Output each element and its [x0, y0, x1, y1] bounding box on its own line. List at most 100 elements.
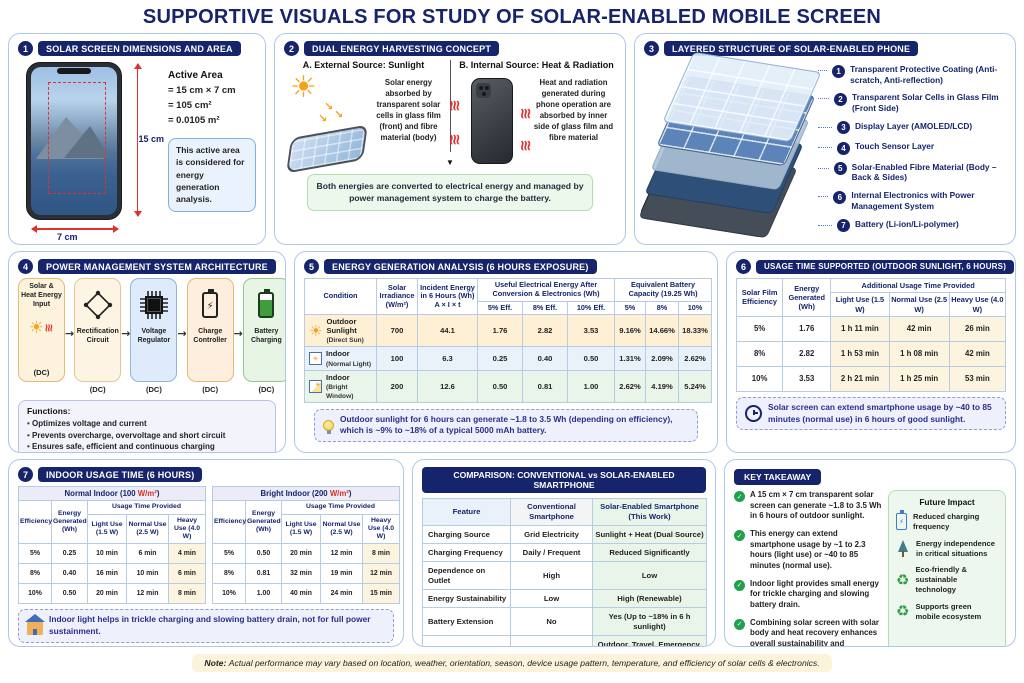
table-row: Battery Extension No Yes (Up to ~18% in 6 …: [422, 607, 707, 636]
phone-dimension-figure: 15 cm 7 cm: [18, 60, 164, 242]
table-cell: 8 min: [168, 582, 206, 604]
phone-notch: [57, 68, 91, 74]
layer-legend-list: 1 Transparent Protective Coating (Anti-sc…: [816, 60, 1006, 236]
comparison-table: Feature Conventional Smartphone Solar-En…: [422, 498, 707, 646]
panel-comparison: COMPARISON: CONVENTIONAL vs SOLAR-ENABLE…: [412, 459, 716, 647]
external-source-title: A. External Source: Sunlight: [302, 60, 425, 70]
condition-sub: (Normal Light): [326, 360, 372, 368]
usage-time-table: Solar Film Efficiency Energy Generated (…: [735, 277, 1007, 392]
house-icon: [25, 613, 45, 635]
power-flow-diagram: Solar & Heat Energy Input (DC) Rectifica…: [18, 278, 285, 394]
takeaway-text: A 15 cm × 7 cm transparent solar screen …: [750, 490, 882, 521]
table-cell: 18.33%: [678, 314, 713, 348]
table-cell: 8%: [18, 562, 52, 584]
column-group-header: Usage Time Provided: [281, 500, 400, 515]
feature-cell: Energy Sustainability: [422, 589, 511, 608]
internal-source-title: B. Internal Source: Heat & Radiation: [459, 60, 614, 70]
table-cell: 0.25: [51, 542, 88, 564]
sub-header: Heavy Use (4.0 W): [168, 513, 206, 544]
table-cell: 0.50: [51, 582, 88, 604]
bright-window-icon: [309, 379, 322, 393]
sun-ray-arrow-icon: [334, 108, 343, 121]
column-header: Energy Generated (Wh): [51, 500, 88, 544]
table-row: 8% 2.82 1 h 53 min 1 h 08 min 42 min: [735, 340, 1007, 367]
panel4-title: POWER MANAGEMENT SYSTEM ARCHITECTURE: [38, 259, 276, 274]
takeaway-item: Combining solar screen with solar body a…: [734, 618, 882, 646]
lightbulb-icon: [323, 419, 334, 434]
table-cell: 2.82: [782, 340, 832, 367]
future-impact-item: Eco-friendly & sustainable technology: [896, 565, 998, 595]
table-cell: Yes (Up to ~18% in 6 h sunlight): [592, 607, 707, 636]
table-row: 10% 0.50 20 min 12 min 8 min: [18, 582, 206, 604]
phone-screen: [31, 67, 117, 215]
block-label: Battery Charging: [251, 328, 282, 344]
footer-note: Note: Actual performance may vary based …: [192, 654, 832, 672]
table-cell: 3.53: [566, 314, 616, 348]
functions-title: Functions:: [27, 406, 71, 416]
panel6-header: 6 USAGE TIME SUPPORTED (OUTDOOR SUNLIGHT…: [736, 259, 1015, 274]
table-row: Outdoor Sunlight(Direct Sun) 70044.11.76…: [304, 314, 713, 348]
item-number-badge: 7: [837, 219, 850, 232]
table-row: Energy Sustainability Low High (Renewable): [422, 589, 707, 608]
leader-line: [818, 126, 832, 128]
panel-energy-generation: 5 ENERGY GENERATION ANALYSIS (6 HOURS EX…: [294, 251, 718, 453]
panel3-header: 3 LAYERED STRUCTURE OF SOLAR-ENABLED PHO…: [644, 41, 1006, 56]
dc-label: (DC): [89, 385, 106, 394]
header-line: Incident Energy in 6 Hours (Wh): [420, 282, 475, 301]
table-cell: 5%: [18, 542, 52, 564]
energy-input-block: Solar & Heat Energy Input (DC): [18, 278, 65, 382]
flow-block-rectification: Rectification Circuit (DC): [74, 278, 122, 394]
panel-indoor-usage-time: 7 INDOOR USAGE TIME (6 HOURS) Normal Ind…: [8, 459, 404, 647]
energy-generation-table: Condition Solar Irradiance (W/m²) Incide…: [304, 277, 713, 403]
list-item: 3 Display Layer (AMOLED/LCD): [818, 121, 1006, 135]
table-cell: 19 min: [320, 562, 363, 584]
table-cell: 42 min: [948, 340, 1007, 367]
tree-icon: [896, 540, 910, 558]
key-takeaway-title: KEY TAKEAWAY: [734, 469, 822, 485]
section-divider: [443, 60, 457, 170]
panel5-title: ENERGY GENERATION ANALYSIS (6 HOURS EXPO…: [324, 259, 597, 274]
exploded-layers-figure: [637, 51, 822, 239]
list-item: 2 Transparent Solar Cells in Glass Film (…: [818, 92, 1006, 114]
table-row: Indoor(Bright Window) 20012.60.500.811.0…: [304, 369, 713, 403]
condition-name: Indoor: [326, 372, 350, 382]
table-row: Dependence on Outlet High Low: [422, 561, 707, 590]
panel1-number-badge: 1: [18, 41, 33, 56]
table-cell: Indoor / Limited: [510, 635, 593, 646]
panel-solar-screen-dimensions: 1 SOLAR SCREEN DIMENSIONS AND AREA 15 cm…: [8, 33, 266, 245]
table-cell: 6 min: [126, 542, 169, 564]
header-line: A × I × t: [434, 300, 461, 309]
table-cell: 1.76: [477, 314, 523, 348]
flow-block-energy-input: Solar & Heat Energy Input (DC): [18, 278, 65, 382]
item-label: Transparent Solar Cells in Glass Film (F…: [852, 92, 999, 114]
table-cell: High (Renewable): [592, 589, 707, 608]
width-dimension-arrow: [31, 225, 119, 232]
footer: Note: Actual performance may vary based …: [0, 653, 1024, 672]
sub-header: Normal Use (2.5 W): [126, 513, 169, 544]
table-cell: 5%: [735, 315, 784, 342]
list-item: 4 Touch Sensor Layer: [818, 141, 1006, 155]
panel1-title: SOLAR SCREEN DIMENSIONS AND AREA: [38, 41, 241, 56]
function-item: Ensures safe, efficient and continuous c…: [27, 441, 267, 452]
table-cell: 0.81: [245, 562, 282, 584]
table-cell: No: [510, 607, 593, 636]
heat-wave-icon: [446, 133, 465, 146]
window-light-icon: [309, 352, 322, 366]
table-cell: 2.82: [522, 314, 568, 348]
panel5-note: Outdoor sunlight for 6 hours can generat…: [314, 408, 698, 443]
diode-bridge-icon: [83, 285, 113, 325]
table-cell: 26 min: [948, 315, 1007, 342]
panel-usage-time-outdoor: 6 USAGE TIME SUPPORTED (OUTDOOR SUNLIGHT…: [726, 251, 1016, 453]
item-number-badge: 6: [833, 190, 847, 204]
table-cell: 2.62%: [678, 346, 713, 371]
item-number-badge: 2: [834, 92, 848, 106]
sub-header: Heavy Use (4.0 W): [362, 513, 400, 544]
note-text: Solar screen can extend smartphone usage…: [768, 401, 992, 424]
takeaway-bullets: A 15 cm × 7 cm transparent solar screen …: [734, 490, 882, 646]
phone-heat-figure: [457, 74, 527, 170]
panel3-body: 1 Transparent Protective Coating (Anti-sc…: [637, 51, 1006, 239]
internal-source-text: Heat and radiation generated during phon…: [533, 78, 614, 142]
table-cell: 4 min: [168, 542, 206, 564]
flow-arrow-icon: [121, 278, 130, 341]
